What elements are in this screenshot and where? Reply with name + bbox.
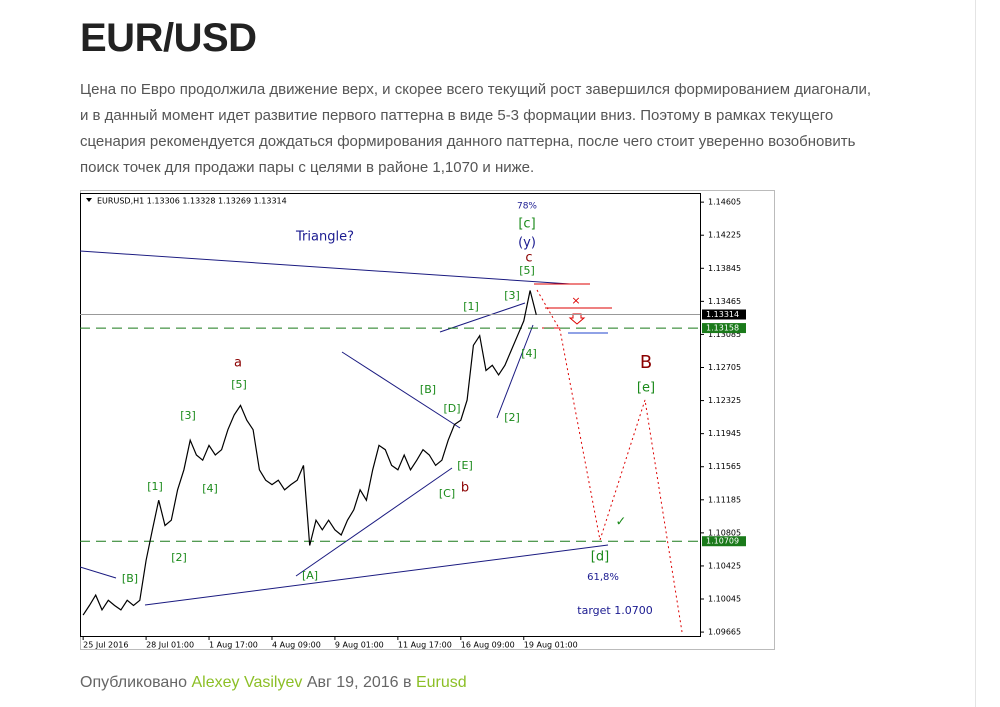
x-tick-label: 1 Aug 17:00 [209,641,258,650]
wave-label: [2] [504,411,520,424]
y-tick-label: 1.12325 [708,396,741,405]
level-box [702,536,746,547]
y-tick-label: 1.10805 [708,528,741,537]
price-line [82,290,537,616]
wave-label: [e] [637,381,655,396]
post-meta: Опубликовано Alexey Vasilyev Авг 19, 201… [80,674,467,692]
wave-label: b [461,481,469,496]
plot-frame [80,193,701,637]
wave-label: c [525,251,532,266]
wave-label: [4] [521,347,537,360]
x-tick-label: 4 Aug 09:00 [272,641,321,650]
category-link[interactable]: Eurusd [415,674,467,691]
meta-in: в [403,674,412,691]
wave-label: [D] [443,402,460,415]
chart-frame [80,190,775,650]
wave-label: [d] [591,550,609,565]
meta-prefix: Опубликовано [80,674,188,691]
y-tick-label: 1.13085 [708,330,741,339]
wave-label: [4] [202,482,218,495]
wave-label: [3] [180,409,196,422]
meta-date: Авг 19, 2016 [306,674,399,691]
author-link[interactable]: Alexey Vasilyev [191,674,303,691]
wave-label: [5] [231,378,247,391]
page-edge [975,0,976,707]
post-text: Цена по Евро продолжила движение верх, и… [80,77,940,181]
wave-label: [B] [420,383,436,396]
y-tick-label: 1.10425 [708,561,741,570]
wave-label: [2] [171,551,187,564]
level-box [702,323,746,334]
y-tick-label: 1.12705 [708,363,741,372]
y-tick-label: 1.10045 [708,595,741,604]
wave-label: target 1.0700 [577,604,652,617]
text-line: поиск точек для продажи пары с целями в … [80,159,535,176]
y-tick-label: 1.09665 [708,628,741,637]
wave-label: [C] [439,487,455,500]
y-tick-label: 1.13845 [708,264,741,273]
wave-label: [3] [504,289,520,302]
x-tick-label: 19 Aug 01:00 [524,641,578,650]
level-box [702,309,746,320]
y-tick-label: 1.13465 [708,297,741,306]
wave-label: [B] [122,572,138,585]
x-tick-label: 16 Aug 09:00 [461,641,515,650]
wave-label: [A] [302,569,318,582]
wave-label: a [234,356,242,371]
x-tick-label: 9 Aug 01:00 [335,641,384,650]
wave-label: [c] [518,217,535,232]
x-tick-label: 11 Aug 17:00 [398,641,452,650]
wave-label: [5] [519,264,535,277]
text-line: и в данный момент идет развитие первого … [80,107,834,124]
wave-label: (y) [518,236,536,251]
text-line: Цена по Евро продолжила движение верх, и… [80,81,872,98]
wave-label: 78% [517,202,537,212]
x-tick-label: 25 Jul 2016 [83,641,128,650]
chart-layer: 1.09665 1.10045 1.10425 1.10805 1.11185 1.115… [80,198,746,650]
menu-arrow [86,198,92,202]
trend-lines [80,250,609,606]
post-title: EUR/USD [80,16,257,60]
wave-label: ✓ [616,515,627,530]
wave-label: [1] [463,300,479,313]
x-tick-label: 28 Jul 01:00 [146,641,194,650]
wave-label: 61,8% [587,572,619,583]
y-tick-label: 1.14225 [708,231,741,240]
level-label: 1.10709 [706,537,739,546]
y-tick-label: 1.14605 [708,198,741,207]
level-label: 1.13314 [706,310,739,319]
chart: EURUSD,H1 1.13306 1.13328 1.13269 1.1331… [80,190,775,650]
svg-text:×: × [571,294,580,307]
forecast-lines: × [534,283,683,633]
y-tick-label: 1.11185 [708,495,741,504]
wave-label: B [640,352,652,373]
wave-label: [E] [457,459,473,472]
y-tick-label: 1.11945 [708,429,741,438]
wave-label: [1] [147,480,163,493]
level-label: 1.13158 [706,324,739,333]
text-line: сценария рекомендуется дождаться формиро… [80,133,856,150]
wave-label: Triangle? [295,230,354,245]
chart-title: EURUSD,H1 1.13306 1.13328 1.13269 1.1331… [97,197,287,206]
y-tick-label: 1.11565 [708,462,741,471]
